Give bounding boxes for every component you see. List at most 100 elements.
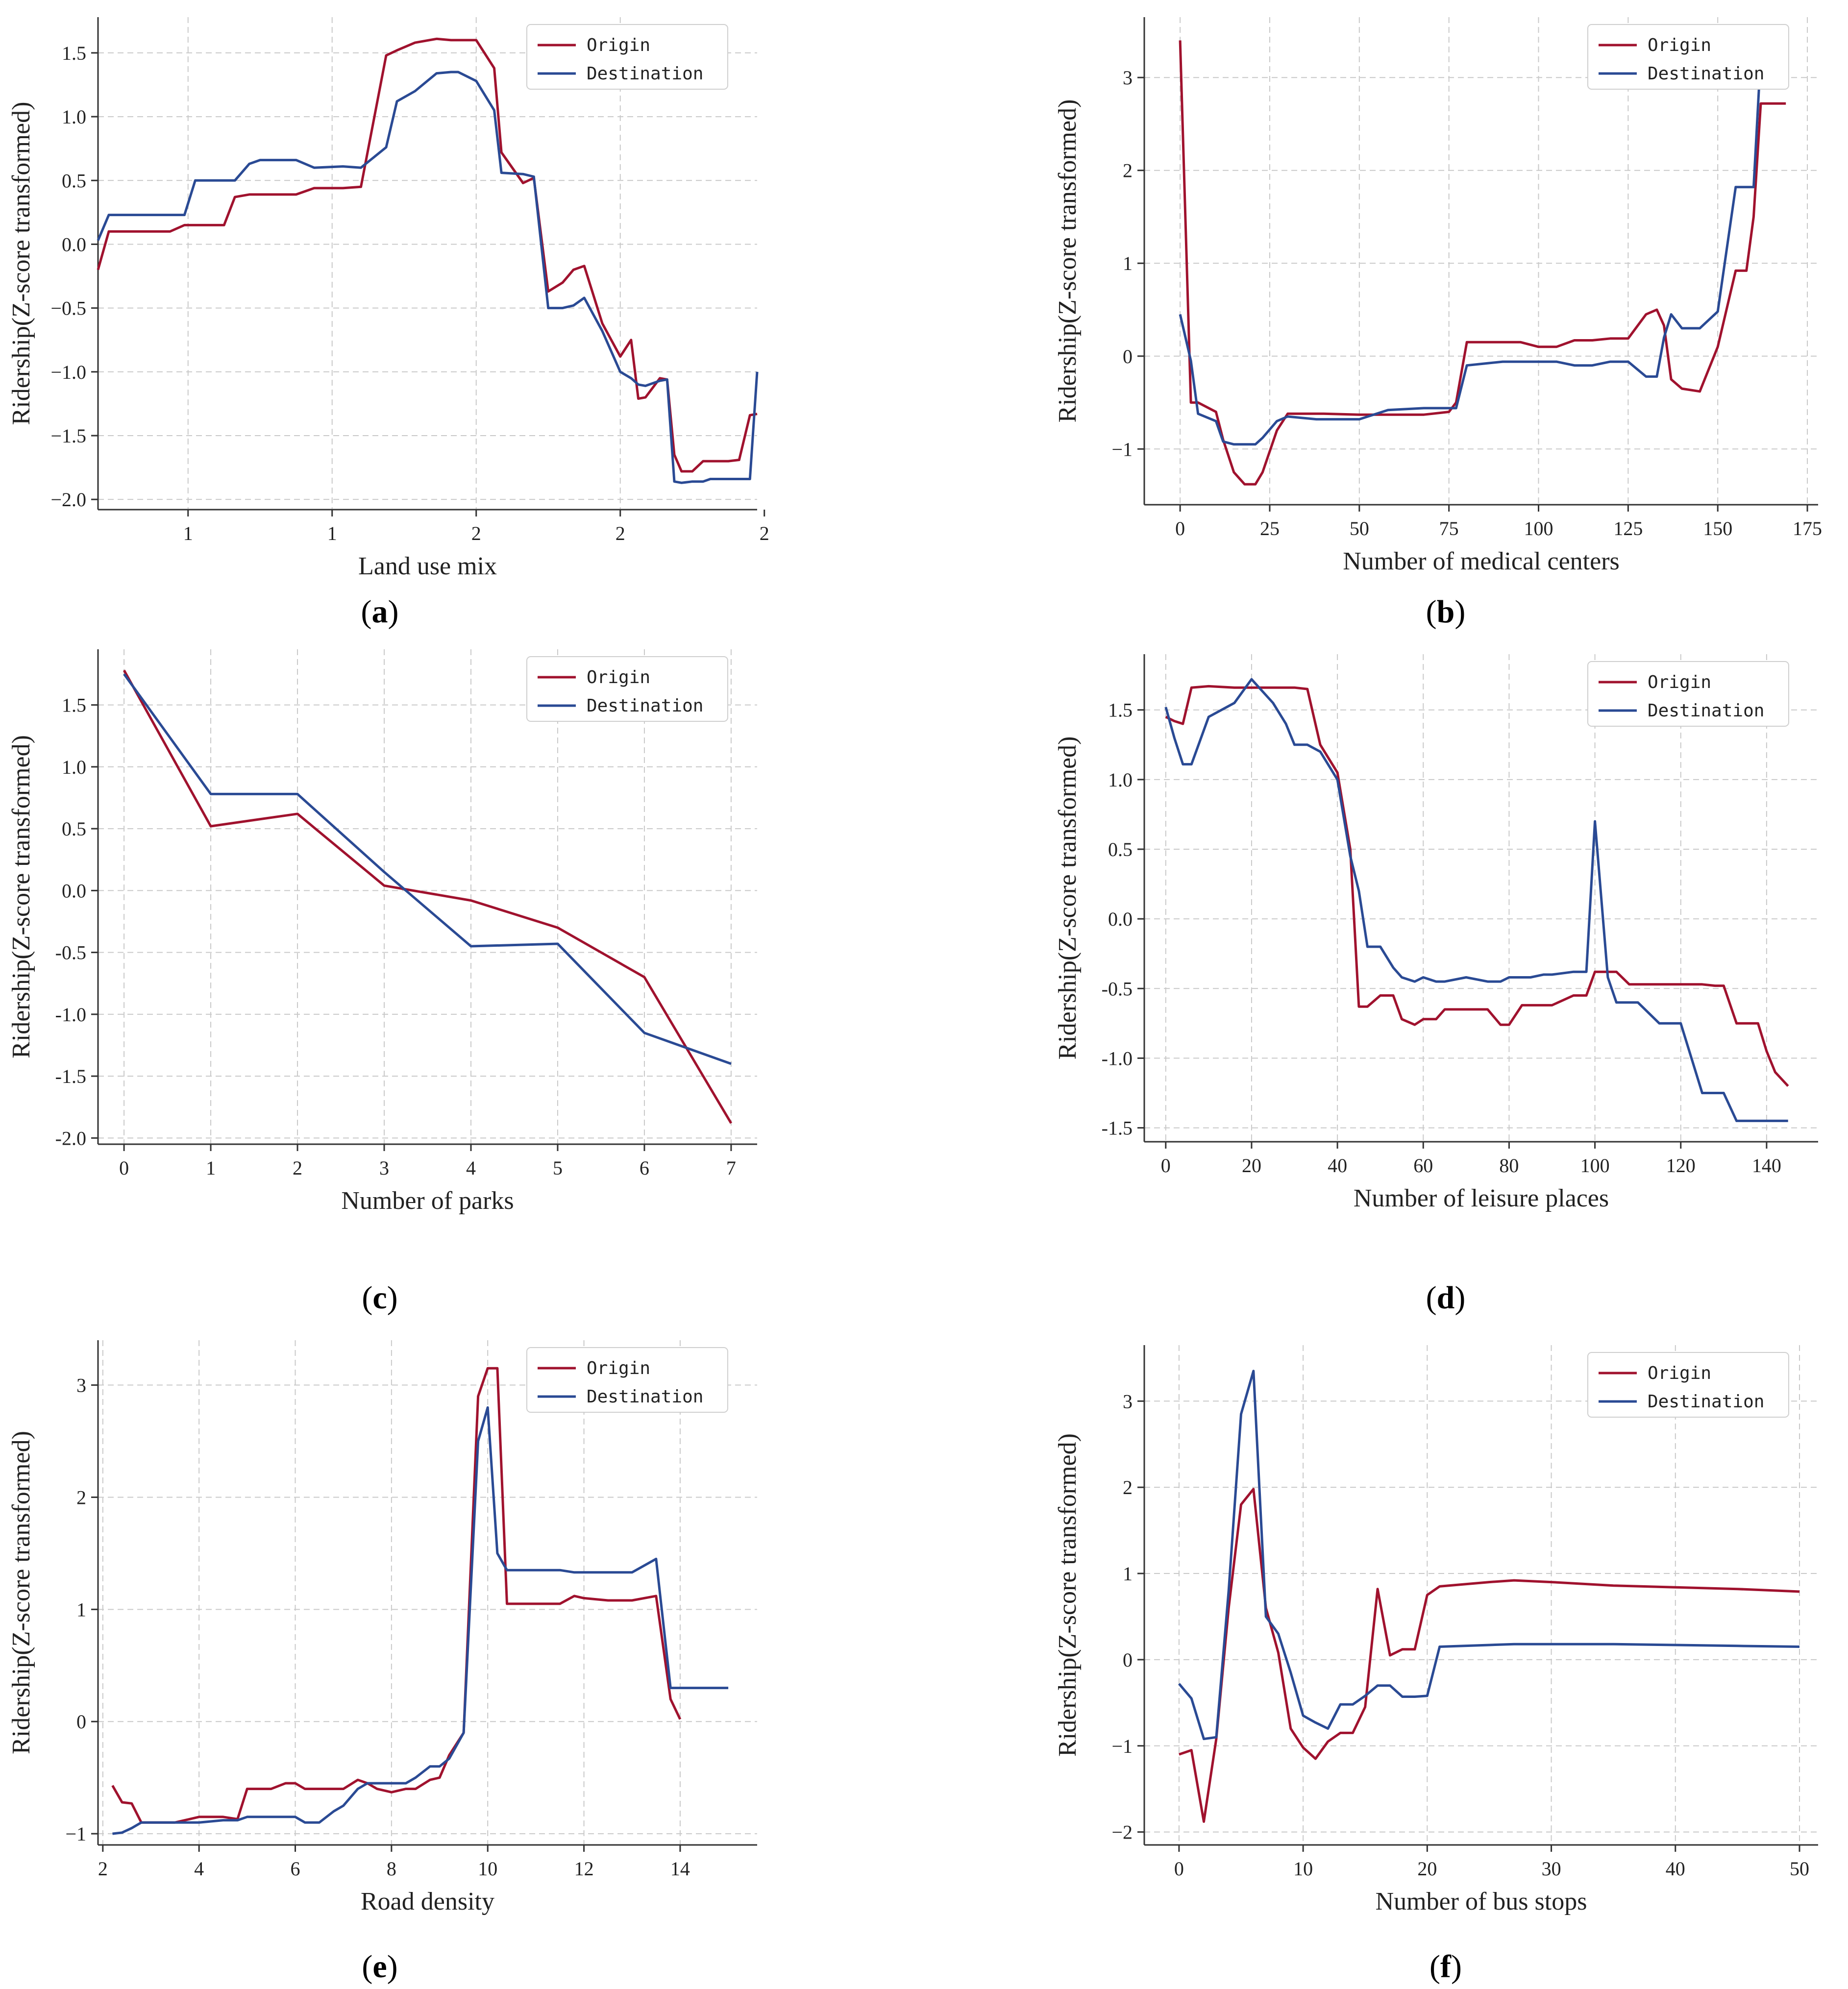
- x-axis-title: Number of parks: [341, 1187, 514, 1215]
- y-tick-label: −1: [65, 1823, 86, 1845]
- y-tick-label: 1.0: [1108, 769, 1133, 791]
- y-axis-title: Ridership(Z-score transformed): [1054, 737, 1082, 1060]
- y-axis-title: Ridership(Z-score transformed): [1054, 1433, 1082, 1757]
- panel-f: 0 10 20 30 40 50 −2 −1 0 1 2 3 Number of bus stops Ri…: [1054, 1345, 1818, 1985]
- x-tick-label: 50: [1350, 517, 1369, 540]
- x-tick-label: 10: [478, 1858, 497, 1880]
- x-tick-label: 125: [1613, 517, 1643, 540]
- x-tick-label: 2: [293, 1157, 302, 1179]
- caption-paren-open: (: [1426, 1280, 1437, 1316]
- x-tick-label: 2: [471, 522, 481, 544]
- y-tick-label: 0.0: [1108, 908, 1133, 930]
- x-tick-label: 3: [379, 1157, 389, 1179]
- legend-box: [1587, 24, 1789, 90]
- legend-label-destination: Destination: [587, 1387, 703, 1407]
- caption-paren-close: ): [387, 1949, 398, 1985]
- y-tick-label: −1: [1111, 1735, 1133, 1757]
- caption-letter: c: [372, 1280, 387, 1316]
- x-axis-title: Land use mix: [358, 552, 497, 580]
- y-tick-label: −2: [1111, 1821, 1133, 1843]
- caption-letter: d: [1437, 1280, 1455, 1316]
- panel-b: 0 25 50 75 100 125 150 175 −1 0 1 2 3 Number of medic…: [1054, 17, 1822, 630]
- panel-caption: (e): [362, 1949, 397, 1985]
- panel-caption: (f): [1429, 1949, 1462, 1985]
- y-tick-label: 2: [1123, 160, 1133, 182]
- x-tick-label: 140: [1752, 1154, 1781, 1177]
- y-tick-label: −1: [1111, 438, 1133, 460]
- x-tick-label: 175: [1793, 517, 1822, 540]
- x-tick-label: 0: [1174, 1858, 1184, 1880]
- x-tick-label: 20: [1242, 1154, 1261, 1177]
- y-tick-label: 2: [1123, 1476, 1133, 1498]
- caption-paren-close: ): [387, 1280, 398, 1316]
- panel-caption: (a): [361, 594, 399, 630]
- x-axis-title: Number of medical centers: [1343, 547, 1620, 575]
- y-axis-title: Ridership(Z-score transformed): [7, 735, 35, 1058]
- legend-box: [526, 24, 728, 90]
- x-tick-label: 30: [1542, 1858, 1561, 1880]
- series-line-destination: [1164, 678, 1788, 1122]
- series-line-destination: [1178, 1370, 1800, 1741]
- y-tick-label: 3: [1123, 1390, 1133, 1412]
- x-tick-label: 1: [206, 1157, 216, 1179]
- y-tick-label: 0: [76, 1711, 86, 1733]
- legend-label-destination: Destination: [1648, 64, 1764, 84]
- y-axis-title: Ridership(Z-score transformed): [7, 102, 35, 425]
- y-tick-label: 2: [76, 1486, 86, 1508]
- y-tick-label: 0: [1123, 345, 1133, 368]
- x-tick-label: 1: [327, 522, 337, 544]
- x-tick-label: 10: [1293, 1858, 1313, 1880]
- x-axis-title: Road density: [361, 1888, 494, 1915]
- caption-letter: f: [1440, 1949, 1452, 1985]
- y-tick-label: 3: [76, 1375, 86, 1397]
- x-tick-label: 75: [1439, 517, 1459, 540]
- legend-label-origin: Origin: [587, 667, 650, 688]
- caption-paren-open: (: [1429, 1949, 1440, 1985]
- x-axis-title: Number of leisure places: [1354, 1184, 1609, 1212]
- x-tick-label: 1: [183, 522, 193, 544]
- caption-letter: a: [372, 594, 388, 630]
- y-tick-label: 0.0: [62, 880, 86, 902]
- y-tick-label: 1.5: [62, 42, 86, 64]
- series-line-destination: [1179, 54, 1786, 446]
- x-tick-label: 8: [387, 1858, 396, 1880]
- x-tick-label: 40: [1666, 1858, 1685, 1880]
- y-tick-label: 1.5: [1108, 699, 1133, 721]
- y-tick-label: −0.5: [50, 297, 86, 319]
- x-tick-label: 0: [119, 1157, 129, 1179]
- legend-label-origin: Origin: [587, 35, 650, 55]
- x-tick-label: 120: [1666, 1154, 1696, 1177]
- panel-d: 0 20 40 60 80 100 120 140 -1.5 -1.0 -0.5 0.0 0.5 1.0 1…: [1054, 654, 1818, 1316]
- legend-label-destination: Destination: [1648, 701, 1764, 721]
- x-tick-label: 4: [466, 1157, 476, 1179]
- x-axis-title: Number of bus stops: [1376, 1888, 1587, 1915]
- y-tick-label: 0: [1123, 1649, 1133, 1671]
- y-tick-label: −2.0: [50, 489, 86, 511]
- y-tick-label: 0.5: [62, 170, 86, 192]
- y-tick-label: 1.0: [62, 106, 86, 128]
- series-line-origin: [1179, 40, 1786, 486]
- x-tick-label: 50: [1790, 1858, 1809, 1880]
- x-tick-label: 2: [760, 522, 769, 544]
- x-tick-label: 20: [1417, 1858, 1437, 1880]
- legend-box: [1587, 1352, 1789, 1418]
- y-tick-label: 3: [1123, 67, 1133, 89]
- series-line-origin: [1165, 685, 1789, 1087]
- caption-paren-close: ): [1451, 1949, 1462, 1985]
- x-tick-label: 7: [726, 1157, 736, 1179]
- caption-paren-open: (: [1426, 594, 1437, 630]
- caption-paren-close: ): [388, 594, 399, 630]
- y-tick-label: 1: [1123, 1563, 1133, 1585]
- x-tick-label: 0: [1175, 517, 1185, 540]
- x-tick-label: 100: [1524, 517, 1553, 540]
- y-tick-label: 0.0: [62, 233, 86, 255]
- x-tick-label: 100: [1580, 1154, 1610, 1177]
- y-tick-label: 1.0: [62, 756, 86, 778]
- y-tick-label: 0.5: [1108, 838, 1133, 860]
- y-axis-title: Ridership(Z-score transformed): [7, 1431, 35, 1754]
- panel-c: 0 1 2 3 4 5 6 7 -2.0 -1.5 -1.0 -0.5 0.0 0.5 1.0 1.5 Numb…: [7, 649, 757, 1316]
- x-tick-label: 40: [1328, 1154, 1347, 1177]
- y-tick-label: 1: [1123, 252, 1133, 274]
- x-tick-label: 4: [194, 1858, 204, 1880]
